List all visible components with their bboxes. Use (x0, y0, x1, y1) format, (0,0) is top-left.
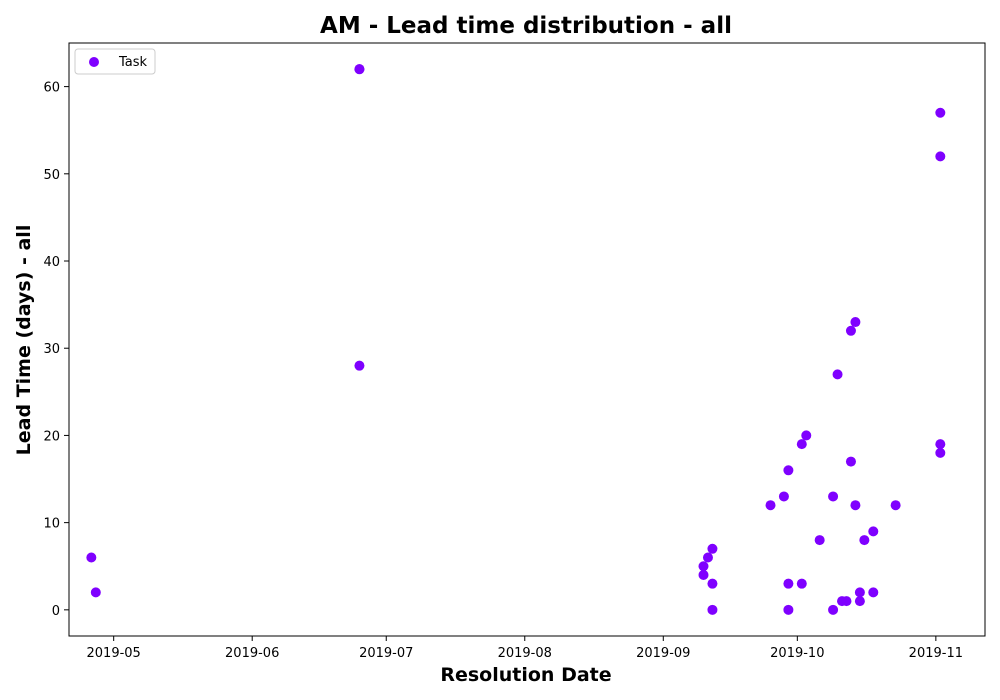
data-point (707, 543, 718, 554)
data-points (86, 64, 946, 615)
data-point (698, 569, 709, 580)
data-point (796, 578, 807, 589)
y-tick-label: 20 (43, 429, 60, 444)
data-point (796, 439, 807, 450)
x-axis-label: Resolution Date (440, 664, 611, 686)
data-point (783, 578, 794, 589)
x-tick-label: 2019-11 (909, 646, 963, 661)
data-point (90, 587, 101, 598)
data-point (854, 596, 865, 607)
data-point (854, 587, 865, 598)
data-point (935, 151, 946, 162)
data-point (783, 604, 794, 615)
data-point (868, 526, 879, 537)
data-point (783, 465, 794, 476)
y-tick-label: 30 (43, 342, 60, 357)
y-tick-label: 60 (43, 81, 60, 96)
data-point (814, 535, 825, 546)
data-point (845, 325, 856, 336)
plot-area (68, 42, 986, 637)
x-tick-label: 2019-10 (770, 646, 824, 661)
data-point (707, 578, 718, 589)
data-point (935, 439, 946, 450)
data-point (707, 604, 718, 615)
data-point (935, 447, 946, 458)
data-point (868, 587, 879, 598)
x-tick-label: 2019-08 (498, 646, 552, 661)
y-tick-label: 50 (43, 168, 60, 183)
data-point (354, 360, 365, 371)
data-point (765, 500, 776, 511)
x-tick-label: 2019-06 (225, 646, 279, 661)
data-point (86, 552, 97, 563)
data-point (832, 369, 843, 380)
data-point (850, 500, 861, 511)
legend-marker (89, 57, 99, 67)
y-tick-label: 0 (52, 604, 60, 619)
x-tick-label: 2019-07 (359, 646, 413, 661)
data-point (778, 491, 789, 502)
legend-label: Task (118, 55, 148, 70)
y-tick-label: 10 (43, 517, 60, 532)
y-tick-label: 40 (43, 255, 60, 270)
data-point (828, 491, 839, 502)
x-axis: 2019-05 2019-06 2019-07 2019-08 2019-09 2019-… (87, 636, 963, 661)
y-axis: 0 10 20 30 40 50 60 (43, 81, 69, 619)
data-point (935, 107, 946, 118)
plot-frame (68, 42, 986, 637)
legend: Task (74, 48, 156, 75)
x-tick-label: 2019-05 (87, 646, 141, 661)
data-point (850, 317, 861, 328)
data-point (841, 596, 852, 607)
y-axis-label: Lead Time (days) - all (13, 225, 35, 456)
data-point (702, 552, 713, 563)
data-point (890, 500, 901, 511)
chart-title: AM - Lead time distribution - all (320, 13, 732, 39)
data-point (828, 604, 839, 615)
data-point (801, 430, 812, 441)
data-point (354, 64, 365, 75)
x-tick-label: 2019-09 (636, 646, 690, 661)
data-point (698, 561, 709, 572)
data-point (845, 456, 856, 467)
legend-box (74, 48, 156, 75)
data-point (859, 535, 870, 546)
